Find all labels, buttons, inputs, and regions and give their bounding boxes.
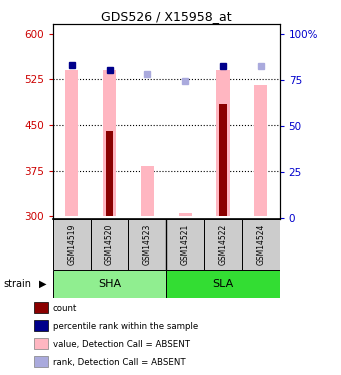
Bar: [106, 131, 113, 216]
Bar: [53, 219, 91, 270]
Text: GSM14524: GSM14524: [256, 224, 265, 266]
Bar: [91, 219, 129, 270]
Bar: [204, 219, 242, 270]
Bar: [254, 86, 267, 216]
Text: SLA: SLA: [212, 279, 234, 289]
Title: GDS526 / X15958_at: GDS526 / X15958_at: [101, 10, 232, 23]
Bar: [179, 213, 192, 216]
Text: SHA: SHA: [98, 279, 121, 289]
Text: strain: strain: [3, 279, 31, 289]
Bar: [103, 70, 116, 216]
Text: GSM14523: GSM14523: [143, 224, 152, 266]
Bar: [129, 219, 166, 270]
Text: count: count: [53, 304, 77, 313]
Text: ▶: ▶: [39, 279, 47, 289]
Text: GSM14522: GSM14522: [219, 224, 227, 266]
Bar: [219, 104, 226, 216]
Bar: [216, 70, 229, 216]
Bar: [166, 270, 280, 298]
Bar: [166, 219, 204, 270]
Text: GSM14521: GSM14521: [181, 224, 190, 266]
Bar: [53, 270, 166, 298]
Bar: [65, 70, 78, 216]
Text: rank, Detection Call = ABSENT: rank, Detection Call = ABSENT: [53, 358, 186, 367]
Bar: [141, 166, 154, 216]
Text: GSM14519: GSM14519: [67, 224, 76, 266]
Text: value, Detection Call = ABSENT: value, Detection Call = ABSENT: [53, 340, 190, 349]
Text: percentile rank within the sample: percentile rank within the sample: [53, 322, 198, 331]
Bar: [242, 219, 280, 270]
Text: GSM14520: GSM14520: [105, 224, 114, 266]
